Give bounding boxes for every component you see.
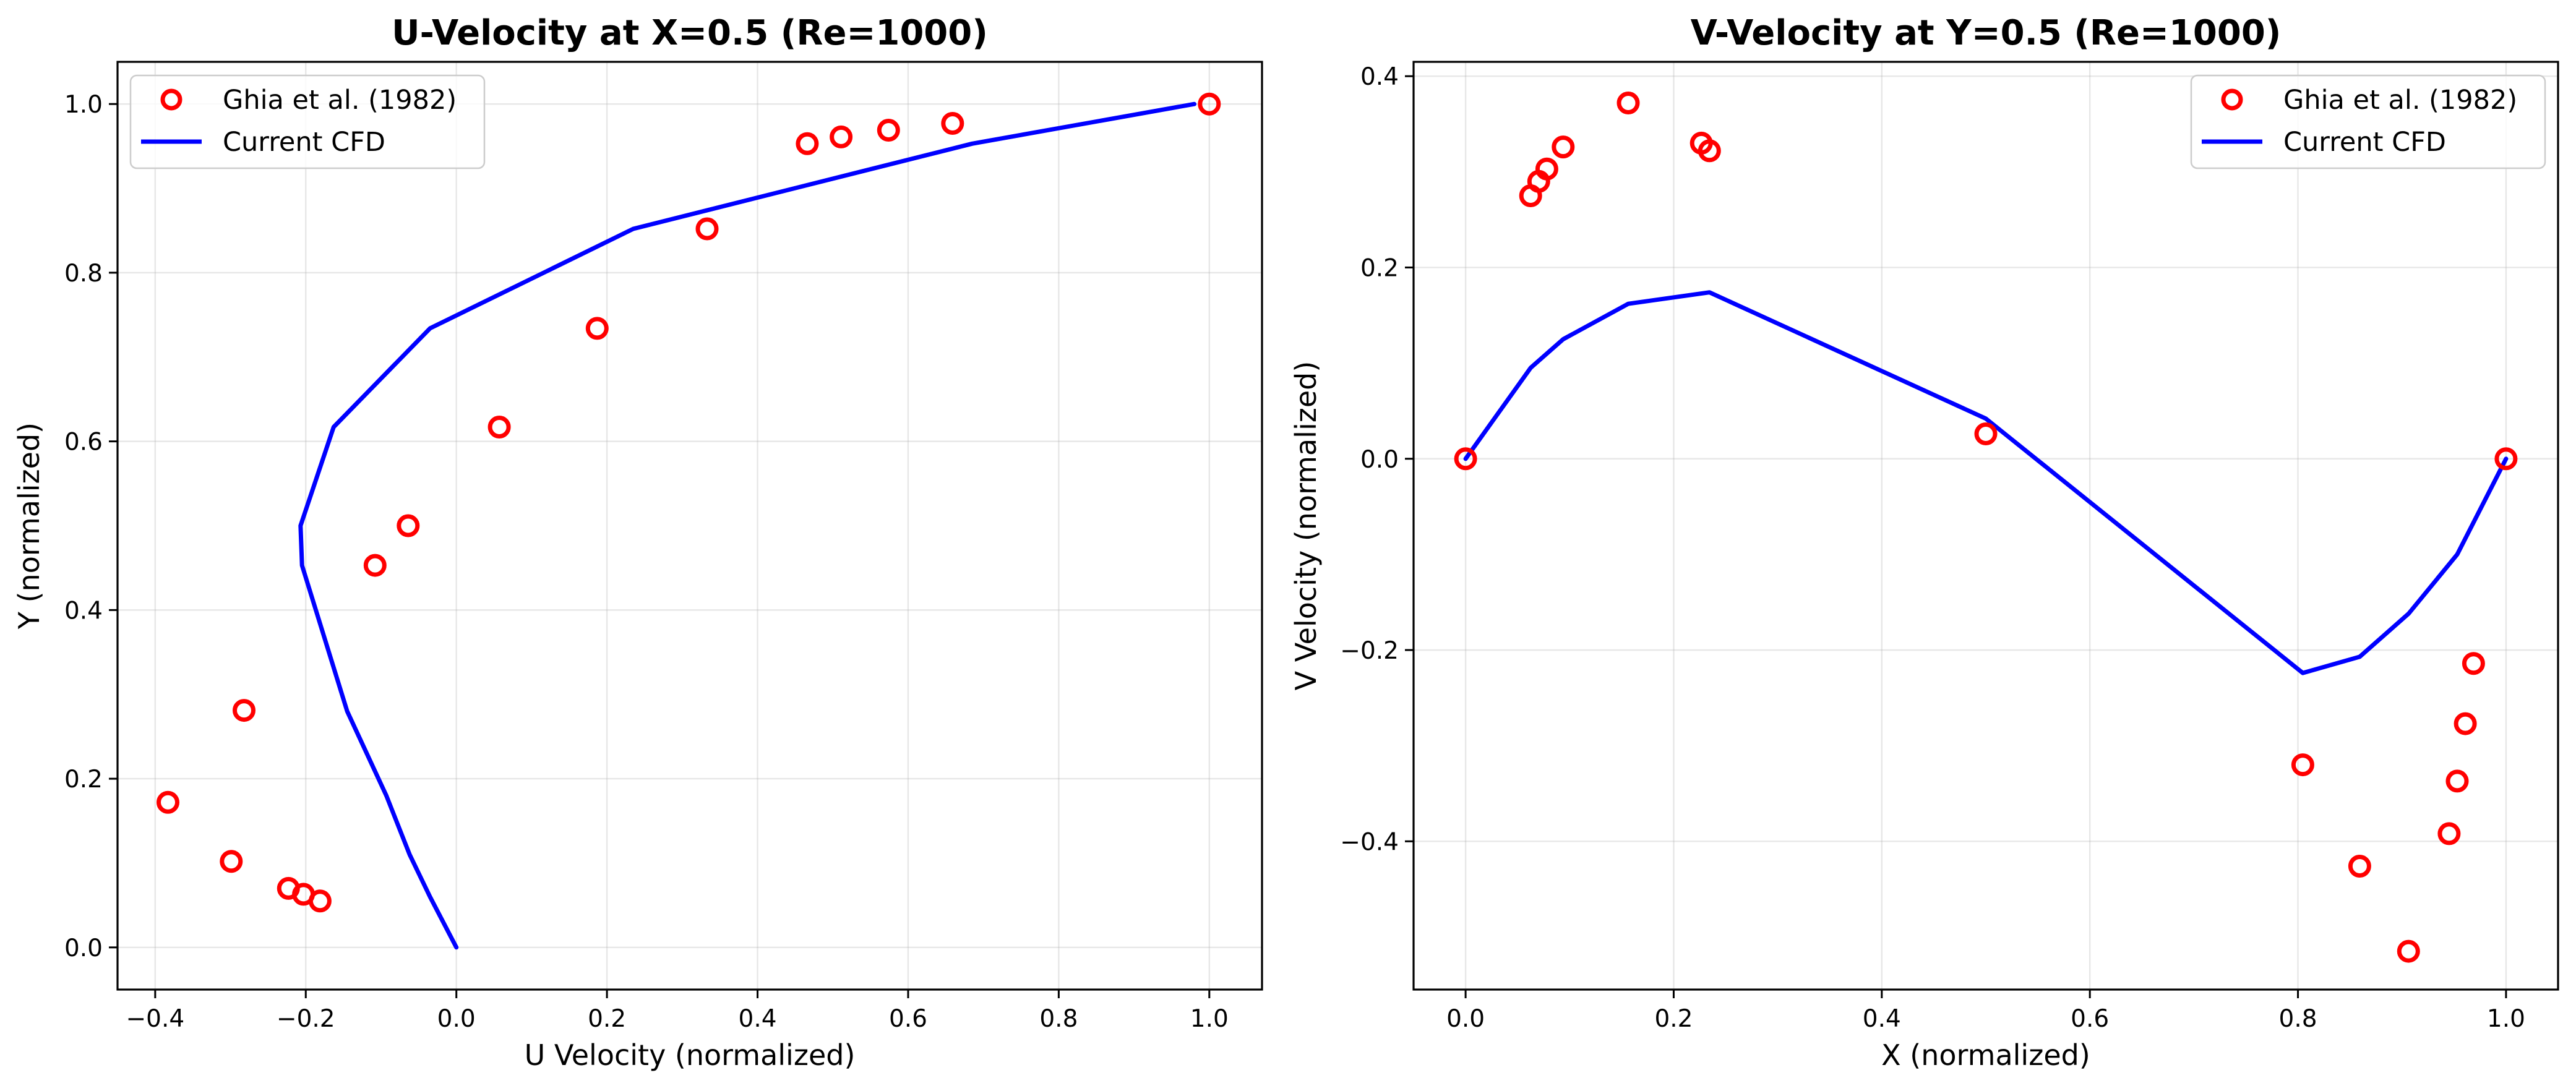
v-velocity-ghia-marker <box>2445 769 2469 793</box>
u-velocity-line-layer <box>298 101 1196 950</box>
v-velocity-ghia-marker <box>1552 135 1575 159</box>
u-velocity-y-tick-label: 0.8 <box>64 260 103 288</box>
u-velocity-legend-label-cfd: Current CFD <box>223 127 385 158</box>
u-velocity-y-tick-label: 0.4 <box>64 597 103 625</box>
v-velocity-ghia-marker <box>1974 422 1998 445</box>
v-velocity-y-tick-label: −0.2 <box>1340 637 1399 665</box>
v-velocity-ghia-marker <box>2462 652 2485 675</box>
u-velocity-ghia-marker <box>157 790 179 814</box>
u-velocity-x-tick-label: 0.8 <box>1039 1005 1078 1033</box>
v-velocity-ghia-marker <box>2348 855 2371 878</box>
v-velocity-x-tick-label: 0.4 <box>1863 1005 1901 1033</box>
v-velocity-ghia-marker <box>1616 92 1640 114</box>
u-velocity-ghia-marker <box>796 132 819 155</box>
v-velocity-plot-area <box>1414 62 2558 990</box>
u-velocity-title: U-Velocity at X=0.5 (Re=1000) <box>392 13 988 53</box>
u-velocity-legend-label-ghia: Ghia et al. (1982) <box>223 85 457 116</box>
v-velocity-legend-box <box>2190 74 2546 169</box>
v-velocity-x-tick-label: 1.0 <box>2487 1005 2525 1033</box>
v-velocity-y-tick-label: 0.0 <box>1360 446 1399 474</box>
u-velocity-x-tick-label: 0.0 <box>437 1005 476 1033</box>
u-velocity-x-tick-label: 0.6 <box>889 1005 927 1033</box>
u-velocity-x-tick-label: −0.4 <box>126 1005 185 1033</box>
u-velocity-ghia-marker <box>397 514 420 537</box>
u-velocity-legend-marker-ghia <box>160 88 182 111</box>
v-velocity-panel: 0.0 0.2 0.4 0.6 0.8 1.0 −0.4 −0.2 0.0 0.2 0.4 V-Ve… <box>1289 13 2559 1072</box>
u-velocity-y-tick-label: 0.0 <box>64 935 103 962</box>
u-velocity-ticks: −0.4 −0.2 0.0 0.2 0.4 0.6 0.8 1.0 0.0 0.2 0.4 0.6 0.… <box>64 91 1229 1033</box>
v-velocity-ghia-marker <box>1535 157 1558 181</box>
v-velocity-ticks: 0.0 0.2 0.4 0.6 0.8 1.0 −0.4 −0.2 0.0 0.2 0.4 <box>1340 63 2525 1033</box>
u-velocity-ghia-marker <box>877 119 900 142</box>
u-velocity-ghia-marker <box>363 554 387 577</box>
v-velocity-legend-marker-ghia <box>2221 88 2243 111</box>
u-velocity-ghia-marker <box>695 217 719 241</box>
v-velocity-legend: Ghia et al. (1982) Current CFD <box>2190 74 2546 169</box>
u-velocity-y-tick-label: 0.2 <box>64 766 103 794</box>
v-velocity-marker-layer <box>1454 92 2518 963</box>
v-velocity-x-tick-label: 0.6 <box>2071 1005 2109 1033</box>
u-velocity-x-tick-label: 0.4 <box>739 1005 777 1033</box>
u-velocity-ghia-marker <box>308 889 332 913</box>
v-velocity-ghia-marker <box>2494 447 2518 471</box>
v-velocity-ghia-marker <box>1698 139 1721 163</box>
u-velocity-ghia-marker <box>585 317 609 340</box>
u-velocity-grid <box>118 62 1262 990</box>
u-velocity-y-tick-label: 0.6 <box>64 429 103 456</box>
v-velocity-ghia-marker <box>2454 712 2477 735</box>
u-velocity-x-tick-label: 0.2 <box>588 1005 626 1033</box>
v-velocity-y-axis-label: V Velocity (normalized) <box>1289 361 1323 691</box>
u-velocity-ghia-marker <box>220 850 243 873</box>
v-velocity-ghia-marker <box>1454 447 1477 471</box>
u-velocity-ghia-marker <box>830 125 853 148</box>
v-velocity-ghia-marker <box>2437 822 2461 845</box>
v-velocity-y-tick-label: 0.2 <box>1360 254 1399 282</box>
u-velocity-x-tick-label: −0.2 <box>277 1005 335 1033</box>
u-velocity-x-axis-label: U Velocity (normalized) <box>525 1038 856 1072</box>
v-velocity-ghia-marker <box>2291 753 2314 777</box>
u-velocity-ghia-marker <box>1198 92 1221 116</box>
u-velocity-marker-layer <box>157 92 1221 913</box>
v-velocity-title: V-Velocity at Y=0.5 (Re=1000) <box>1691 13 2282 53</box>
v-velocity-axes-frame <box>1412 61 2559 991</box>
v-velocity-y-tick-label: 0.4 <box>1360 63 1399 91</box>
u-velocity-ghia-marker <box>941 112 964 135</box>
u-velocity-cfd-line <box>298 101 1196 950</box>
v-velocity-x-tick-label: 0.8 <box>2279 1005 2317 1033</box>
u-velocity-legend-box <box>129 74 486 169</box>
v-velocity-x-tick-label: 0.2 <box>1654 1005 1693 1033</box>
v-velocity-legend-label-ghia: Ghia et al. (1982) <box>2283 85 2517 116</box>
u-velocity-plot-area <box>118 62 1262 990</box>
v-velocity-x-tick-label: 0.0 <box>1446 1005 1485 1033</box>
u-velocity-y-tick-label: 1.0 <box>64 91 103 119</box>
v-velocity-ghia-marker <box>2397 939 2420 963</box>
v-velocity-legend-label-cfd: Current CFD <box>2283 127 2446 158</box>
u-velocity-y-axis-label: Y (normalized) <box>12 422 46 630</box>
v-velocity-y-tick-label: −0.4 <box>1340 828 1399 856</box>
v-velocity-x-axis-label: X (normalized) <box>1881 1038 2090 1072</box>
u-velocity-x-tick-label: 1.0 <box>1190 1005 1229 1033</box>
u-velocity-legend: Ghia et al. (1982) Current CFD <box>129 74 486 169</box>
u-velocity-panel: −0.4 −0.2 0.0 0.2 0.4 0.6 0.8 1.0 0.0 0.2 0.4 0.6 0.… <box>12 13 1263 1072</box>
u-velocity-ghia-marker <box>487 416 511 439</box>
u-velocity-axes-frame <box>116 61 1263 991</box>
v-velocity-line-layer <box>1463 290 2509 675</box>
v-velocity-cfd-line <box>1463 290 2509 675</box>
u-velocity-ghia-marker <box>233 699 255 722</box>
v-velocity-grid <box>1414 62 2558 990</box>
